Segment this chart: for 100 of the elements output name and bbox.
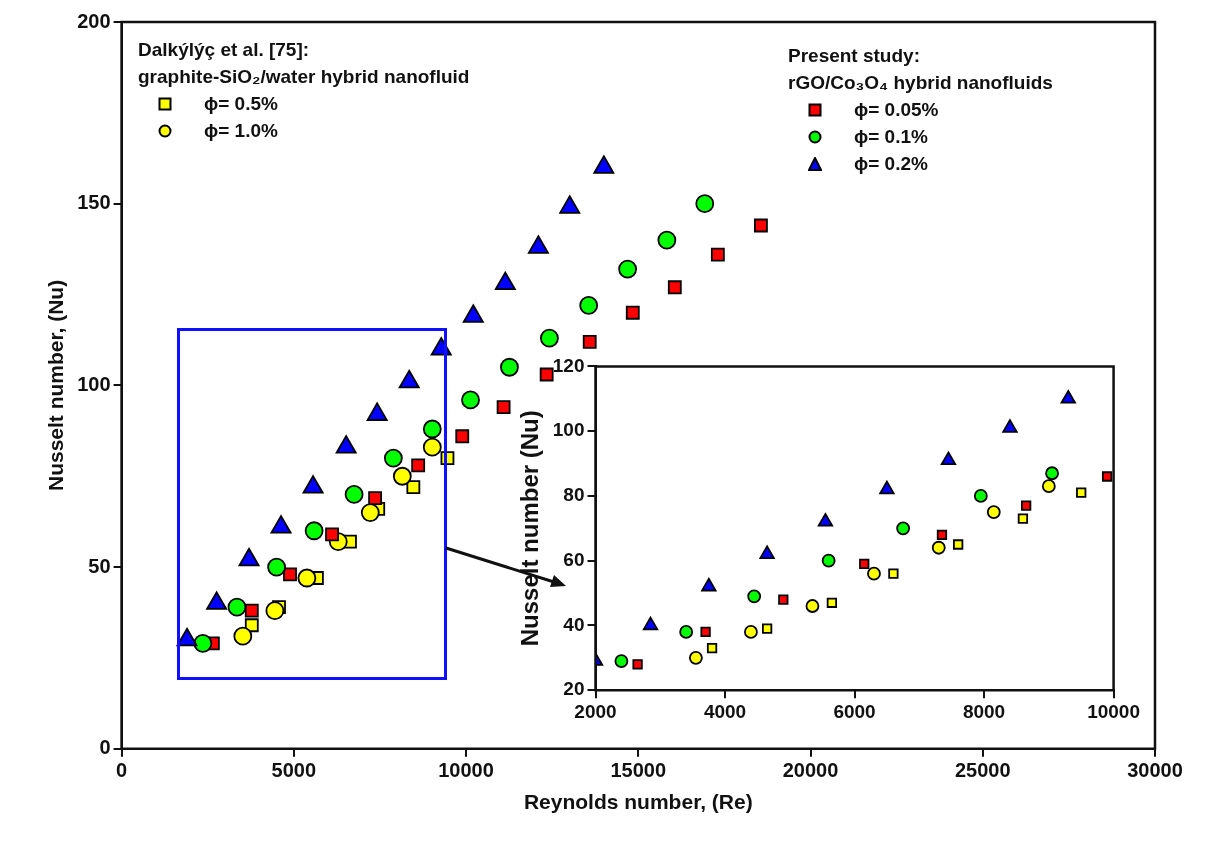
point <box>867 566 881 581</box>
point <box>582 334 597 349</box>
point <box>1041 479 1056 494</box>
point <box>244 603 259 618</box>
legend-label: ϕ= 0.1% <box>854 125 928 149</box>
x-tick-label: 20000 <box>782 759 839 782</box>
point <box>754 218 768 233</box>
point <box>392 466 412 486</box>
x-tick-label: 5000 <box>271 759 317 782</box>
y-tick-label: 60 <box>563 548 585 570</box>
point <box>688 650 703 665</box>
point <box>759 545 775 559</box>
point <box>744 625 758 639</box>
point <box>761 623 773 634</box>
annotation: rGO/Co₃O₄ hybrid nanofluids <box>788 71 1053 95</box>
point <box>461 390 480 410</box>
legend-label: ϕ= 0.05% <box>854 98 939 122</box>
x-tick-label: 10000 <box>438 759 494 782</box>
point <box>940 451 957 466</box>
point <box>1060 390 1076 404</box>
x-tick-label: 30000 <box>1127 759 1183 782</box>
y-tick-label: 80 <box>563 484 585 506</box>
y-tick-label: 150 <box>77 191 111 214</box>
y-tick-label: 200 <box>77 9 111 32</box>
y-axis-title: Nusselt number (Nu) <box>516 410 544 647</box>
point <box>265 601 285 621</box>
point <box>973 489 988 503</box>
y-tick-label: 50 <box>88 554 111 577</box>
legend-label: ϕ= 0.5% <box>204 92 278 116</box>
point <box>500 357 519 377</box>
legend-label: ϕ= 1.0% <box>204 119 278 143</box>
point <box>953 539 964 550</box>
point <box>618 259 638 279</box>
y-axis-title: Nusselt number, (Nu) <box>44 279 68 491</box>
x-tick-label: 8000 <box>962 700 1006 722</box>
point <box>936 529 948 540</box>
point <box>805 599 820 613</box>
annotation: graphite-SiO₂/water hybrid nanofluid <box>138 65 470 89</box>
point <box>193 634 213 653</box>
annotation: Dalkýlýç et al. [75]: <box>138 38 311 62</box>
point <box>1017 513 1029 524</box>
point <box>227 597 247 617</box>
point <box>614 654 629 668</box>
point <box>778 594 789 605</box>
point <box>233 626 253 646</box>
point <box>1101 471 1113 482</box>
point <box>579 296 599 315</box>
point <box>625 305 640 320</box>
y-tick-label: 100 <box>77 372 111 395</box>
point <box>360 503 380 522</box>
x-tick-label: 10000 <box>1087 700 1140 722</box>
x-tick-label: 6000 <box>833 700 876 722</box>
point <box>710 247 725 262</box>
point <box>632 659 643 670</box>
point <box>695 194 715 214</box>
point <box>896 521 911 536</box>
point <box>422 437 442 457</box>
x-tick-label: 25000 <box>954 759 1011 782</box>
x-tick-label: 4000 <box>703 700 747 722</box>
y-tick-label: 100 <box>552 419 585 441</box>
point <box>700 626 711 638</box>
y-tick-label: 120 <box>552 354 585 376</box>
point <box>422 419 442 439</box>
point <box>1002 419 1018 433</box>
point <box>747 589 762 604</box>
point <box>496 400 511 415</box>
point <box>1021 500 1032 511</box>
point <box>1045 466 1059 481</box>
point <box>411 458 426 473</box>
y-tick-label: 20 <box>563 678 585 700</box>
point <box>540 328 559 348</box>
point <box>344 485 364 504</box>
y-tick-label: 40 <box>563 613 585 635</box>
point <box>297 568 317 588</box>
annotation: Present study: <box>788 44 921 68</box>
point <box>986 505 1001 520</box>
point <box>642 616 659 631</box>
point <box>406 480 421 495</box>
point <box>821 553 836 568</box>
point <box>667 280 682 295</box>
point <box>931 540 946 555</box>
point <box>859 558 870 570</box>
legend-label: ϕ= 0.2% <box>854 152 928 176</box>
point <box>826 597 838 608</box>
point <box>283 567 297 582</box>
x-tick-label: 15000 <box>610 759 667 782</box>
point <box>679 625 694 639</box>
x-tick-label: 0 <box>116 759 128 782</box>
point <box>657 230 677 250</box>
point <box>368 491 383 505</box>
point <box>455 429 470 444</box>
y-tick-label: 0 <box>99 736 111 759</box>
point <box>304 521 324 541</box>
x-axis-title: Reynolds number, (Re) <box>523 790 753 814</box>
point <box>888 568 899 579</box>
point <box>879 480 895 495</box>
point <box>1076 487 1087 498</box>
point <box>244 618 259 633</box>
point <box>267 557 286 577</box>
point <box>539 367 554 382</box>
